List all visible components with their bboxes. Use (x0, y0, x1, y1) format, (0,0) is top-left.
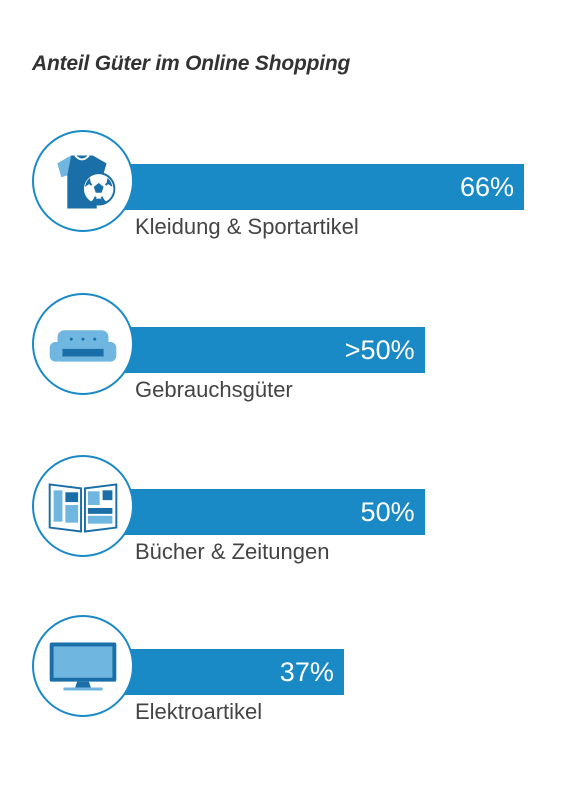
bar-value-label: 37% (279, 657, 334, 687)
bar-row: 50% Bücher & Zeitungen (0, 455, 572, 575)
bar: 66% (114, 164, 524, 210)
bar: 37% (114, 649, 344, 695)
sofa-icon (32, 293, 134, 395)
bar-row: 66% Kleidung & Sportartikel (0, 130, 572, 250)
bar-value-label: 50% (360, 497, 415, 527)
bar: 50% (114, 489, 425, 535)
newspaper-icon (32, 455, 134, 557)
bar-row: >50% Gebrauchsgüter (0, 293, 572, 413)
category-label: Kleidung & Sportartikel (135, 214, 359, 239)
category-label: Gebrauchsgüter (135, 377, 293, 402)
bar-value-label: >50% (344, 335, 415, 365)
tv-icon (32, 615, 134, 717)
chart-title: Anteil Güter im Online Shopping (32, 52, 351, 75)
category-label: Bücher & Zeitungen (135, 539, 330, 564)
category-label: Elektroartikel (135, 699, 263, 724)
bar-value-label: 66% (459, 172, 514, 202)
bar-row: 37% Elektroartikel (0, 615, 572, 735)
shirt-football-icon (32, 130, 134, 232)
bar: >50% (114, 327, 425, 373)
